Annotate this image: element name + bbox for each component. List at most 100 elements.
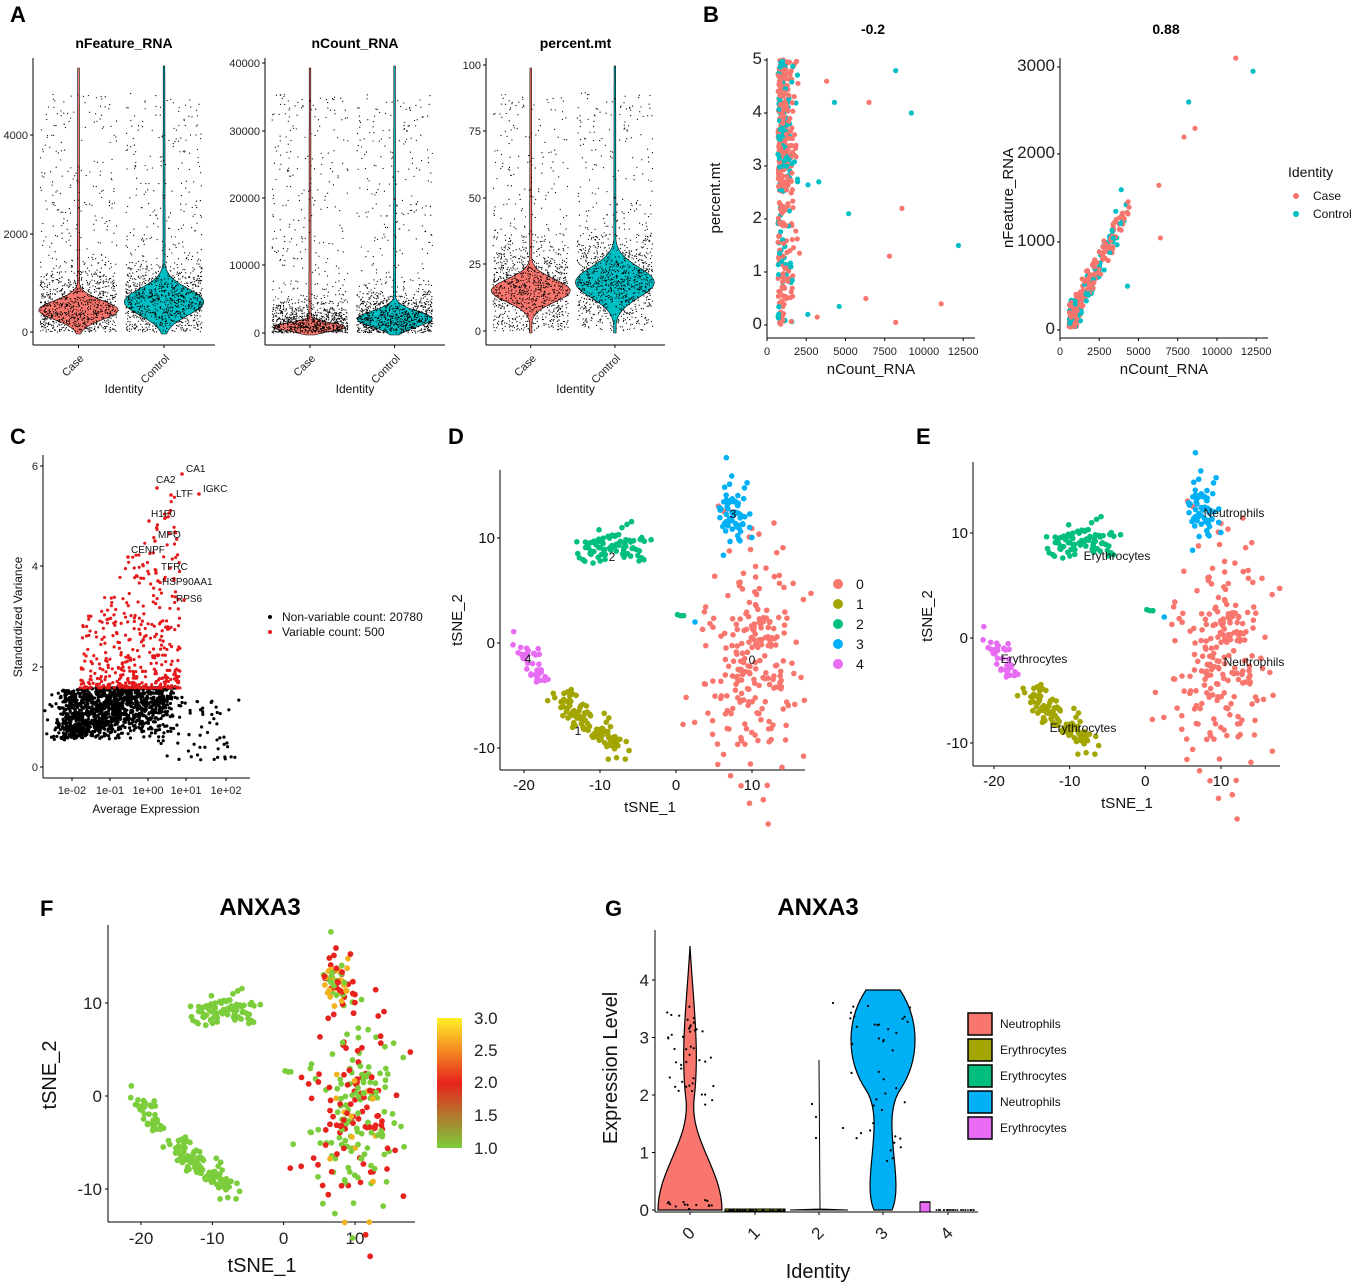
jitter-point bbox=[68, 315, 71, 317]
jitter-point bbox=[328, 322, 330, 324]
jitter-point bbox=[157, 303, 159, 305]
jitter-point bbox=[82, 271, 84, 273]
jitter-point bbox=[314, 134, 316, 137]
jitter-point bbox=[108, 312, 111, 315]
jitter-point bbox=[415, 308, 417, 310]
jitter-point bbox=[427, 301, 429, 303]
jitter-point bbox=[527, 289, 529, 291]
jitter-point bbox=[187, 254, 189, 256]
jitter-point bbox=[318, 319, 320, 321]
jitter-point bbox=[101, 297, 103, 299]
jitter-point bbox=[280, 310, 282, 313]
jitter-point bbox=[371, 193, 373, 195]
jitter-point bbox=[92, 253, 94, 256]
jitter-point bbox=[376, 280, 378, 283]
jitter-point bbox=[408, 327, 410, 329]
jitter-point bbox=[101, 98, 103, 100]
jitter-point bbox=[514, 319, 516, 321]
jitter-point bbox=[511, 103, 513, 105]
jitter-point bbox=[309, 328, 311, 330]
jitter-point bbox=[393, 329, 395, 331]
jitter-point bbox=[168, 227, 170, 229]
jitter-point bbox=[300, 325, 303, 327]
jitter-point bbox=[46, 316, 49, 318]
jitter-point bbox=[430, 313, 433, 315]
jitter-point bbox=[39, 157, 42, 159]
jitter-point bbox=[280, 328, 282, 330]
jitter-point bbox=[165, 300, 167, 302]
jitter-point bbox=[114, 300, 116, 302]
jitter-point bbox=[408, 303, 410, 305]
jitter-point bbox=[162, 325, 164, 328]
jitter-point bbox=[279, 103, 282, 105]
jitter-point bbox=[65, 321, 68, 324]
jitter-point bbox=[325, 116, 327, 119]
jitter-point bbox=[116, 311, 118, 313]
jitter-point bbox=[324, 303, 326, 305]
jitter-point bbox=[153, 322, 155, 324]
jitter-point bbox=[493, 113, 495, 115]
jitter-point bbox=[356, 212, 358, 214]
jitter-point bbox=[62, 295, 64, 297]
jitter-point bbox=[82, 287, 84, 289]
jitter-point bbox=[113, 286, 116, 288]
jitter-point bbox=[424, 330, 427, 333]
jitter-point bbox=[559, 263, 561, 265]
jitter-point bbox=[502, 313, 504, 316]
jitter-point bbox=[184, 324, 186, 327]
jitter-point bbox=[317, 324, 319, 326]
jitter-point bbox=[364, 317, 366, 319]
jitter-point bbox=[81, 277, 83, 279]
jitter-point bbox=[88, 317, 90, 320]
jitter-point bbox=[144, 330, 146, 333]
jitter-point bbox=[385, 301, 388, 303]
jitter-point bbox=[401, 308, 404, 310]
jitter-point bbox=[146, 329, 148, 331]
jitter-point bbox=[191, 304, 193, 307]
jitter-point bbox=[425, 205, 427, 207]
jitter-point bbox=[39, 323, 42, 325]
jitter-point bbox=[410, 299, 413, 301]
jitter-point bbox=[175, 311, 177, 313]
jitter-point bbox=[286, 185, 288, 188]
jitter-point bbox=[420, 134, 422, 136]
jitter-point bbox=[293, 332, 295, 334]
violin-title-percent.mt: percent.mt bbox=[540, 35, 612, 51]
jitter-point bbox=[366, 322, 368, 324]
jitter-point bbox=[496, 253, 499, 255]
jitter-point bbox=[339, 287, 342, 289]
jitter-point bbox=[320, 312, 322, 314]
jitter-point bbox=[323, 308, 326, 310]
jitter-point bbox=[293, 265, 295, 267]
jitter-point bbox=[149, 155, 151, 158]
jitter-point bbox=[395, 332, 397, 334]
jitter-point bbox=[291, 310, 293, 312]
jitter-point bbox=[130, 289, 133, 291]
jitter-point bbox=[521, 294, 523, 296]
jitter-point bbox=[186, 328, 188, 330]
jitter-point bbox=[298, 325, 300, 327]
jitter-point bbox=[387, 312, 389, 314]
jitter-point bbox=[171, 287, 173, 289]
jitter-point bbox=[193, 324, 195, 326]
jitter-point bbox=[127, 312, 129, 315]
jitter-point bbox=[314, 269, 317, 271]
jitter-point bbox=[286, 250, 288, 252]
jitter-point bbox=[165, 311, 167, 313]
jitter-point bbox=[307, 312, 310, 314]
jitter-point bbox=[187, 293, 189, 295]
jitter-point bbox=[201, 322, 203, 324]
jitter-point bbox=[409, 209, 411, 212]
panel-label-B: B bbox=[703, 2, 719, 27]
jitter-point bbox=[553, 183, 555, 185]
violin-title-nFeature_RNA: nFeature_RNA bbox=[75, 35, 172, 51]
jitter-point bbox=[424, 304, 426, 306]
jitter-point bbox=[359, 126, 361, 128]
jitter-point bbox=[292, 125, 294, 127]
jitter-point bbox=[306, 314, 308, 316]
jitter-point bbox=[44, 326, 47, 329]
jitter-point bbox=[145, 323, 148, 325]
jitter-point bbox=[73, 317, 75, 319]
jitter-point bbox=[427, 326, 430, 329]
jitter-point bbox=[536, 255, 538, 257]
